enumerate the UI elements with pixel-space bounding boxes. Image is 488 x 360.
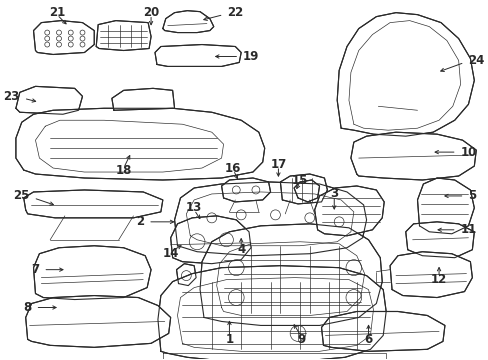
Text: 17: 17 [270, 158, 286, 171]
Text: 15: 15 [291, 174, 307, 186]
Text: 19: 19 [243, 50, 259, 63]
Polygon shape [293, 180, 319, 202]
Text: 13: 13 [185, 201, 202, 215]
Polygon shape [34, 21, 94, 54]
Polygon shape [24, 190, 163, 218]
Polygon shape [163, 11, 213, 32]
Text: 11: 11 [460, 223, 476, 236]
Polygon shape [280, 174, 327, 204]
Text: 4: 4 [237, 243, 245, 256]
Polygon shape [337, 13, 473, 136]
Text: 23: 23 [3, 90, 20, 103]
Polygon shape [16, 86, 82, 114]
Polygon shape [314, 186, 384, 236]
Text: 12: 12 [430, 273, 447, 286]
Text: 18: 18 [115, 163, 132, 176]
Text: 22: 22 [227, 6, 243, 19]
Polygon shape [170, 216, 250, 264]
Polygon shape [16, 108, 264, 180]
Text: 6: 6 [364, 333, 372, 346]
Polygon shape [200, 224, 382, 325]
Text: 8: 8 [23, 301, 32, 314]
Polygon shape [34, 246, 151, 300]
Text: 2: 2 [136, 215, 144, 228]
Polygon shape [96, 21, 151, 50]
Text: 14: 14 [162, 247, 179, 260]
Polygon shape [176, 264, 196, 285]
Polygon shape [417, 178, 473, 234]
Polygon shape [112, 88, 174, 110]
Text: 10: 10 [460, 145, 476, 159]
Text: 16: 16 [224, 162, 241, 175]
Polygon shape [221, 178, 270, 202]
Text: 20: 20 [142, 6, 159, 19]
Text: 24: 24 [468, 54, 484, 67]
Polygon shape [174, 182, 366, 256]
Text: 21: 21 [49, 6, 65, 19]
Polygon shape [405, 222, 473, 258]
Polygon shape [321, 311, 444, 351]
Text: 1: 1 [225, 333, 233, 346]
Polygon shape [389, 252, 471, 298]
Text: 9: 9 [297, 333, 305, 346]
Polygon shape [26, 296, 170, 347]
Polygon shape [155, 45, 241, 67]
Text: 5: 5 [468, 189, 476, 202]
Text: 7: 7 [31, 263, 40, 276]
Polygon shape [158, 266, 386, 360]
Text: 25: 25 [13, 189, 30, 202]
Text: 3: 3 [329, 188, 338, 201]
Polygon shape [350, 132, 475, 180]
